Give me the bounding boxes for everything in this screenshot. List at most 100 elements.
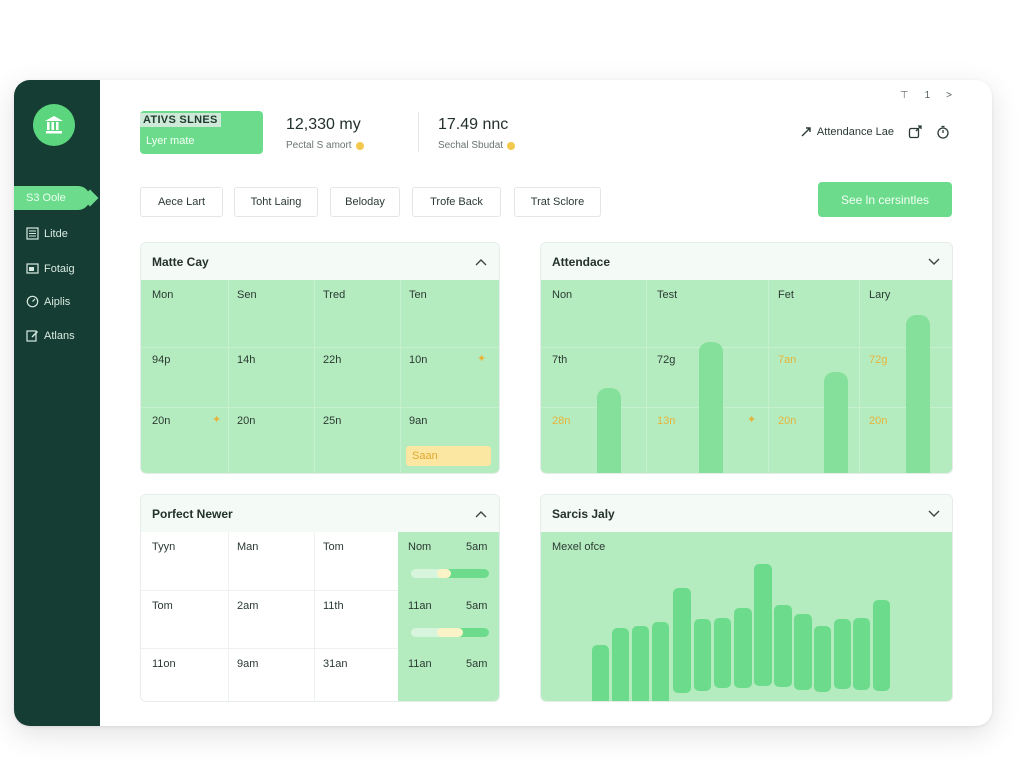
grid-cell: Lary [869,289,891,301]
window-control-next[interactable]: > [946,90,952,101]
attendance-bar [824,372,848,473]
chart-bar [673,588,691,693]
button-label: See ln cersintles [840,192,930,207]
tab-label: Beloday [345,196,385,208]
slider-fill [439,569,489,578]
chart-bar [774,605,792,687]
tab-label: Toht Laing [250,196,302,208]
logo[interactable] [33,104,75,146]
see-details-button[interactable]: See ln cersintles [818,182,952,217]
window-control-pin[interactable]: ⊤ [899,90,909,101]
sidebar-item-fotaig[interactable]: Fotaig [26,262,75,275]
stat-card-title: ATIVS SLNES [140,113,221,127]
stat-card-green[interactable]: ATIVS SLNES Lyer mate [140,111,263,154]
tab-5[interactable]: Trat Sclore [514,187,601,217]
attendance-link-label: Attendance Lae [816,126,894,138]
grid-cell: 28n [552,415,571,427]
status-dot-icon [355,141,364,150]
table-cell: 2am [237,600,259,612]
chart-bar [834,619,851,689]
grid-cell: 72g [869,354,888,366]
sidebar-item-label: S3 Oole [26,192,66,204]
status-badge[interactable]: Saan [406,446,491,466]
table-cell: 11th [323,600,344,612]
grid-cell: 20n [152,415,171,427]
panel-attendance: Attendace Non Test Fet Lary 7th 72g 7an … [540,242,953,474]
grid-cell: Mon [152,289,174,301]
list-icon [26,227,39,240]
slider-handle[interactable] [437,569,451,578]
grid-cell: 20n [778,415,797,427]
sparkle-icon: ✦ [212,414,222,426]
panel-porfect: Porfect Newer Tyyn Man Tom Nom 5am Tom 2… [140,494,500,702]
table-cell: 5am [466,600,488,612]
attendance-bar [699,342,723,473]
slider-handle[interactable] [437,628,463,637]
panel-grid: Non Test Fet Lary 7th 72g 7an 72g 28n 13… [541,280,952,473]
table-cell: 5am [466,541,488,553]
panel-title: Attendace [552,254,611,269]
chart-bar [612,628,629,701]
timer-icon[interactable] [936,125,950,139]
tab-label: Aece Lart [157,196,206,208]
chevron-down-icon[interactable] [928,510,940,518]
chart-area: Mexel ofce [541,532,952,701]
slider-track[interactable] [411,569,489,578]
chart-bar [754,564,772,686]
sidebar-item-atlans[interactable]: Atlans [26,329,75,342]
table-cell: Tyyn [152,541,176,553]
tab-2[interactable]: Toht Laing [234,187,318,217]
sidebar-item-active[interactable]: S3 Oole [14,186,90,210]
panel-grid: Mon Sen Tred Ten 94p 14h 22h 10n ✦ 20n ✦… [141,280,499,473]
grid-cell: 22h [323,354,342,366]
table-cell: 31an [323,658,348,670]
tab-label: Trat Sclore [530,196,585,208]
sidebar: S3 Oole Litde Fotaig Aiplis Atlans [14,80,100,726]
chart-bar [873,600,890,691]
edit-icon [26,330,39,342]
grid-cell: 72g [657,354,676,366]
grid-cell: Fet [778,289,794,301]
stat-label: Sechal Sbudat [438,140,504,151]
window-control-page[interactable]: 1 [924,90,931,101]
grid-cell: 7an [778,354,797,366]
chevron-down-icon[interactable] [928,258,940,266]
grid-cell: Tred [323,289,346,301]
tab-1[interactable]: Aece Lart [140,187,223,217]
slider-track[interactable] [411,628,489,637]
divider [418,112,419,152]
stat-2: 17.49 nnc Sechal Sbudat [438,116,516,151]
chart-bar [794,614,812,690]
table-cell: 11an [408,658,432,670]
badge-label: Saan [412,450,438,462]
share-icon[interactable] [908,125,922,139]
app-window: S3 Oole Litde Fotaig Aiplis Atlans ⊤ 1 >… [14,80,992,726]
attendance-link[interactable]: Attendance Lae [800,126,894,138]
panel-sarcis: Sarcis Jaly Mexel ofce [540,494,953,702]
status-dot-icon [507,141,516,150]
gauge-icon [26,295,39,308]
chevron-up-icon[interactable] [475,258,487,266]
grid-cell: 20n [237,415,256,427]
tab-3[interactable]: Beloday [330,187,400,217]
grid-cell: 25n [323,415,342,427]
stat-1: 12,330 my Pectal S amort [286,116,364,151]
sidebar-item-aiplis[interactable]: Aiplis [26,295,70,308]
table-cell: Tom [323,541,344,553]
table-cell: 11an [408,600,432,612]
chart-bar [694,619,711,691]
chart-bar [652,622,669,701]
link-icon [801,127,811,137]
sparkle-icon: ✦ [477,353,487,365]
sidebar-item-litde[interactable]: Litde [26,227,68,240]
sidebar-item-label: Litde [44,227,68,240]
chevron-up-icon[interactable] [475,510,487,518]
table-cell: 5am [466,658,488,670]
table-cell: Man [237,541,259,553]
stat-card-subtitle: Lyer mate [146,135,195,147]
bank-icon [45,116,63,134]
sidebar-item-label: Aiplis [44,295,71,308]
tab-4[interactable]: Trofe Back [412,187,501,217]
slider-fill [447,628,489,637]
chart-bar [853,618,870,690]
